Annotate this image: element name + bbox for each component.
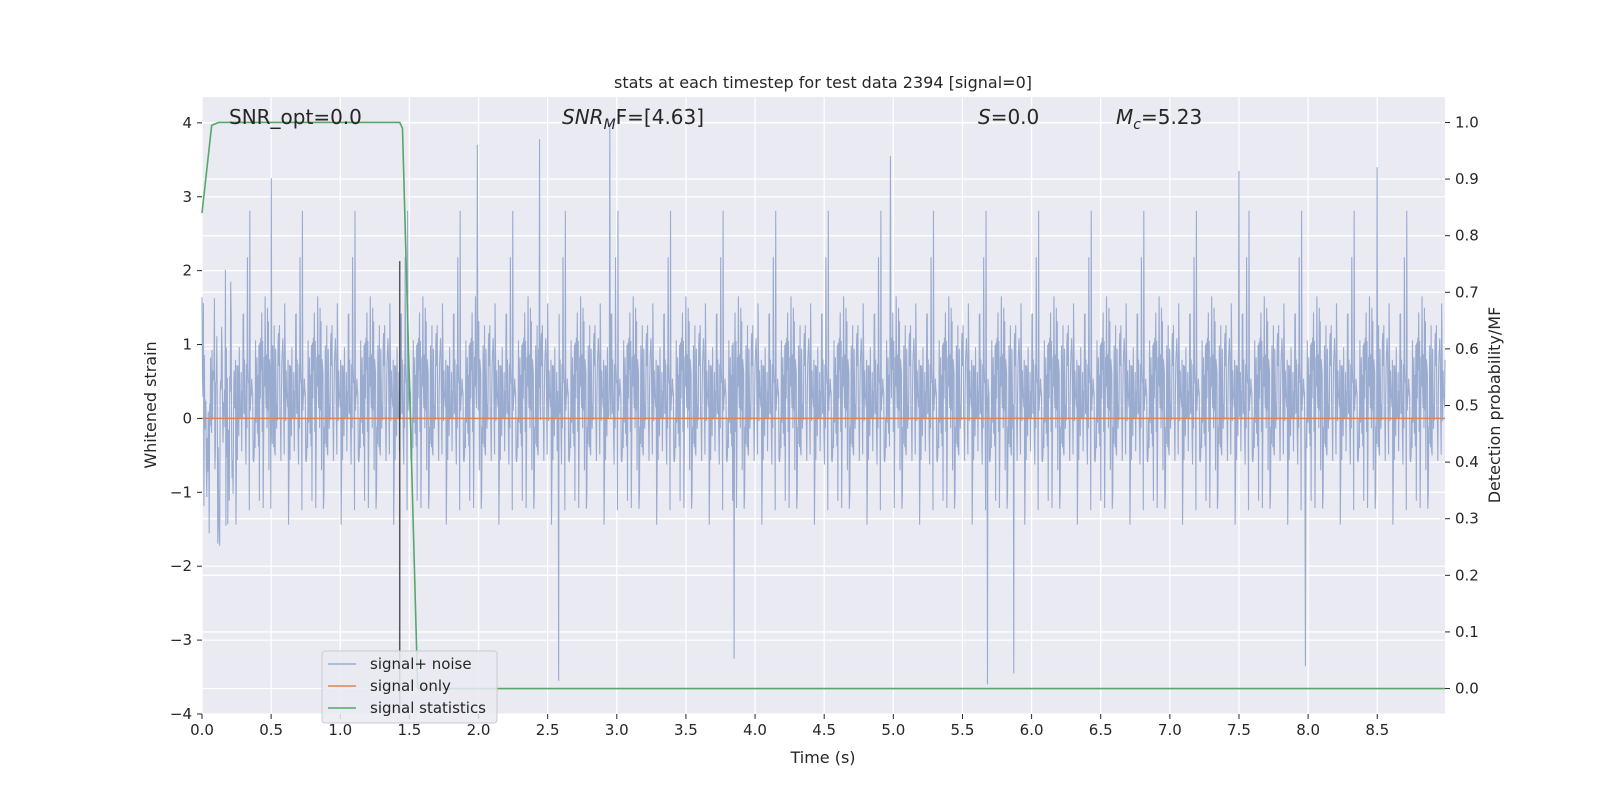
right-y-tick-label: 0.4: [1455, 453, 1479, 471]
left-y-tick-label: 0: [182, 409, 192, 427]
right-y-axis-ticks: 0.0 0.1 0.2 0.3 0.4 0.5 0.6 0.7 0.8 0.9 1.0: [1445, 113, 1479, 698]
legend-label-signal-statistics: signal statistics: [370, 699, 486, 717]
right-y-tick-label: 0.8: [1455, 227, 1479, 245]
x-tick-label: 3.5: [674, 721, 698, 739]
x-tick-label: 0.0: [190, 721, 214, 739]
annotation-snr-mf-rest: F=[4.63]: [616, 105, 704, 129]
right-y-tick-label: 0.0: [1455, 680, 1479, 698]
legend: signal+ noise signal only signal statist…: [321, 650, 498, 724]
left-y-tick-label: 3: [182, 188, 192, 206]
left-y-axis-label: Whitened strain: [141, 341, 160, 468]
left-y-tick-label: −2: [170, 557, 192, 575]
left-y-tick-label: −4: [170, 705, 192, 723]
x-tick-label: 4.0: [743, 721, 767, 739]
right-y-tick-label: 0.6: [1455, 340, 1479, 358]
x-tick-label: 1.5: [397, 721, 421, 739]
left-y-axis-ticks: −4 −3 −2 −1 0 1 2 3 4: [170, 114, 202, 723]
x-tick-label: 8.0: [1296, 721, 1320, 739]
left-y-tick-label: 2: [182, 262, 192, 280]
legend-label-signal-only: signal only: [370, 677, 451, 695]
x-tick-label: 4.5: [812, 721, 836, 739]
x-tick-label: 0.5: [259, 721, 283, 739]
x-tick-label: 2.0: [467, 721, 491, 739]
right-y-tick-label: 0.7: [1455, 283, 1479, 301]
legend-box: [321, 650, 498, 724]
right-y-tick-label: 0.3: [1455, 510, 1479, 528]
annotation-mc-main: M: [1116, 105, 1133, 129]
x-axis-label: Time (s): [789, 748, 855, 767]
right-y-tick-label: 0.2: [1455, 566, 1479, 584]
x-axis-ticks: 0.0 0.5 1.0 1.5 2.0 2.5 3.0 3.5 4.0 4.5 5.0 5.5 6.0 6…: [190, 714, 1389, 739]
annotation-mc: Mc=5.23: [1116, 105, 1202, 133]
x-tick-label: 5.0: [881, 721, 905, 739]
x-tick-label: 6.5: [1089, 721, 1113, 739]
annotation-s: S=0.0: [978, 105, 1039, 129]
annotation-s-rest: =0.0: [991, 105, 1040, 129]
legend-label-signal-noise: signal+ noise: [370, 655, 472, 673]
x-tick-label: 8.5: [1365, 721, 1389, 739]
left-y-tick-label: −3: [170, 631, 192, 649]
left-y-tick-label: −1: [170, 483, 192, 501]
x-tick-label: 3.0: [605, 721, 629, 739]
x-tick-label: 2.5: [536, 721, 560, 739]
x-tick-label: 7.5: [1227, 721, 1251, 739]
x-tick-label: 1.0: [328, 721, 352, 739]
annotation-snr-mf-main: SNR: [562, 105, 604, 129]
annotation-snr-mf: SNRMF=[4.63]: [562, 105, 704, 133]
left-y-tick-label: 4: [182, 114, 192, 132]
right-y-tick-label: 0.9: [1455, 170, 1479, 188]
annotation-s-main: S: [978, 105, 991, 129]
annotation-mc-sub: c: [1133, 117, 1141, 133]
right-y-tick-label: 0.5: [1455, 397, 1479, 415]
right-y-axis-label: Detection probability/MF: [1485, 307, 1504, 504]
left-y-tick-label: 1: [182, 336, 192, 354]
chart-title: stats at each timestep for test data 239…: [614, 73, 1032, 92]
x-tick-label: 5.5: [951, 721, 975, 739]
annotation-snr-opt: SNR_opt=0.0: [229, 105, 362, 129]
annotation-snr-mf-sub: M: [604, 117, 616, 133]
right-y-tick-label: 0.1: [1455, 623, 1479, 641]
x-tick-label: 7.0: [1158, 721, 1182, 739]
annotation-mc-rest: =5.23: [1141, 105, 1202, 129]
right-y-tick-label: 1.0: [1455, 113, 1479, 131]
x-tick-label: 6.0: [1020, 721, 1044, 739]
